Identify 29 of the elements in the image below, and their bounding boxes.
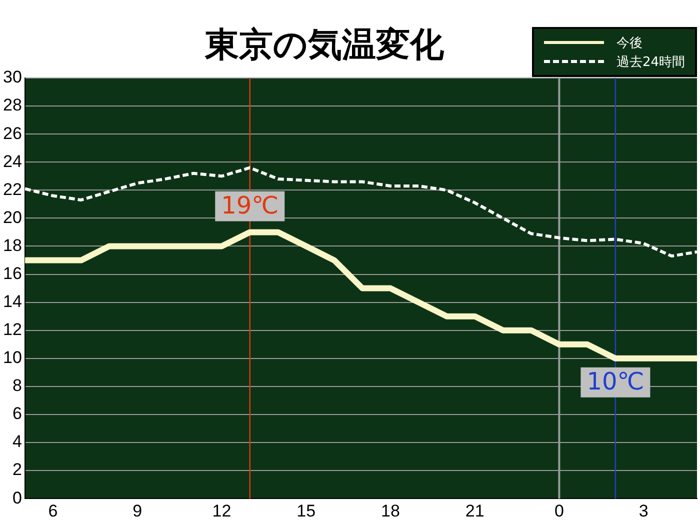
annotation: 10℃ <box>586 368 644 396</box>
y-tick-label: 30 <box>2 68 22 87</box>
y-tick-label: 10 <box>2 348 22 368</box>
x-tick-label: 3 <box>638 501 648 520</box>
y-tick-label: 20 <box>2 208 22 227</box>
y-tick-label: 2 <box>12 460 22 480</box>
legend-label: 今後 <box>616 34 642 52</box>
y-tick-label: 14 <box>2 292 22 312</box>
y-tick-label: 24 <box>2 152 22 171</box>
y-tick-label: 0 <box>12 488 22 508</box>
y-tick-label: 8 <box>12 376 22 396</box>
chart-title: 東京の気温変化 <box>205 24 444 67</box>
y-tick-label: 18 <box>2 236 22 255</box>
y-tick-label: 4 <box>12 432 22 452</box>
x-tick-label: 15 <box>296 501 316 520</box>
legend-label: 過去24時間 <box>616 54 685 70</box>
y-tick-label: 26 <box>2 124 22 143</box>
x-tick-label: 6 <box>48 501 58 520</box>
x-tick-label: 12 <box>212 501 232 520</box>
y-tick-label: 6 <box>12 404 22 424</box>
annotation: 19℃ <box>221 191 279 220</box>
y-tick-label: 22 <box>2 180 22 199</box>
y-tick-label: 16 <box>2 264 22 283</box>
x-tick-label: 9 <box>132 501 142 520</box>
x-tick-label: 18 <box>381 501 400 520</box>
x-tick-label: 21 <box>465 501 484 520</box>
x-tick-label: 0 <box>554 501 564 520</box>
y-tick-label: 28 <box>2 96 22 115</box>
y-tick-label: 12 <box>2 320 22 340</box>
